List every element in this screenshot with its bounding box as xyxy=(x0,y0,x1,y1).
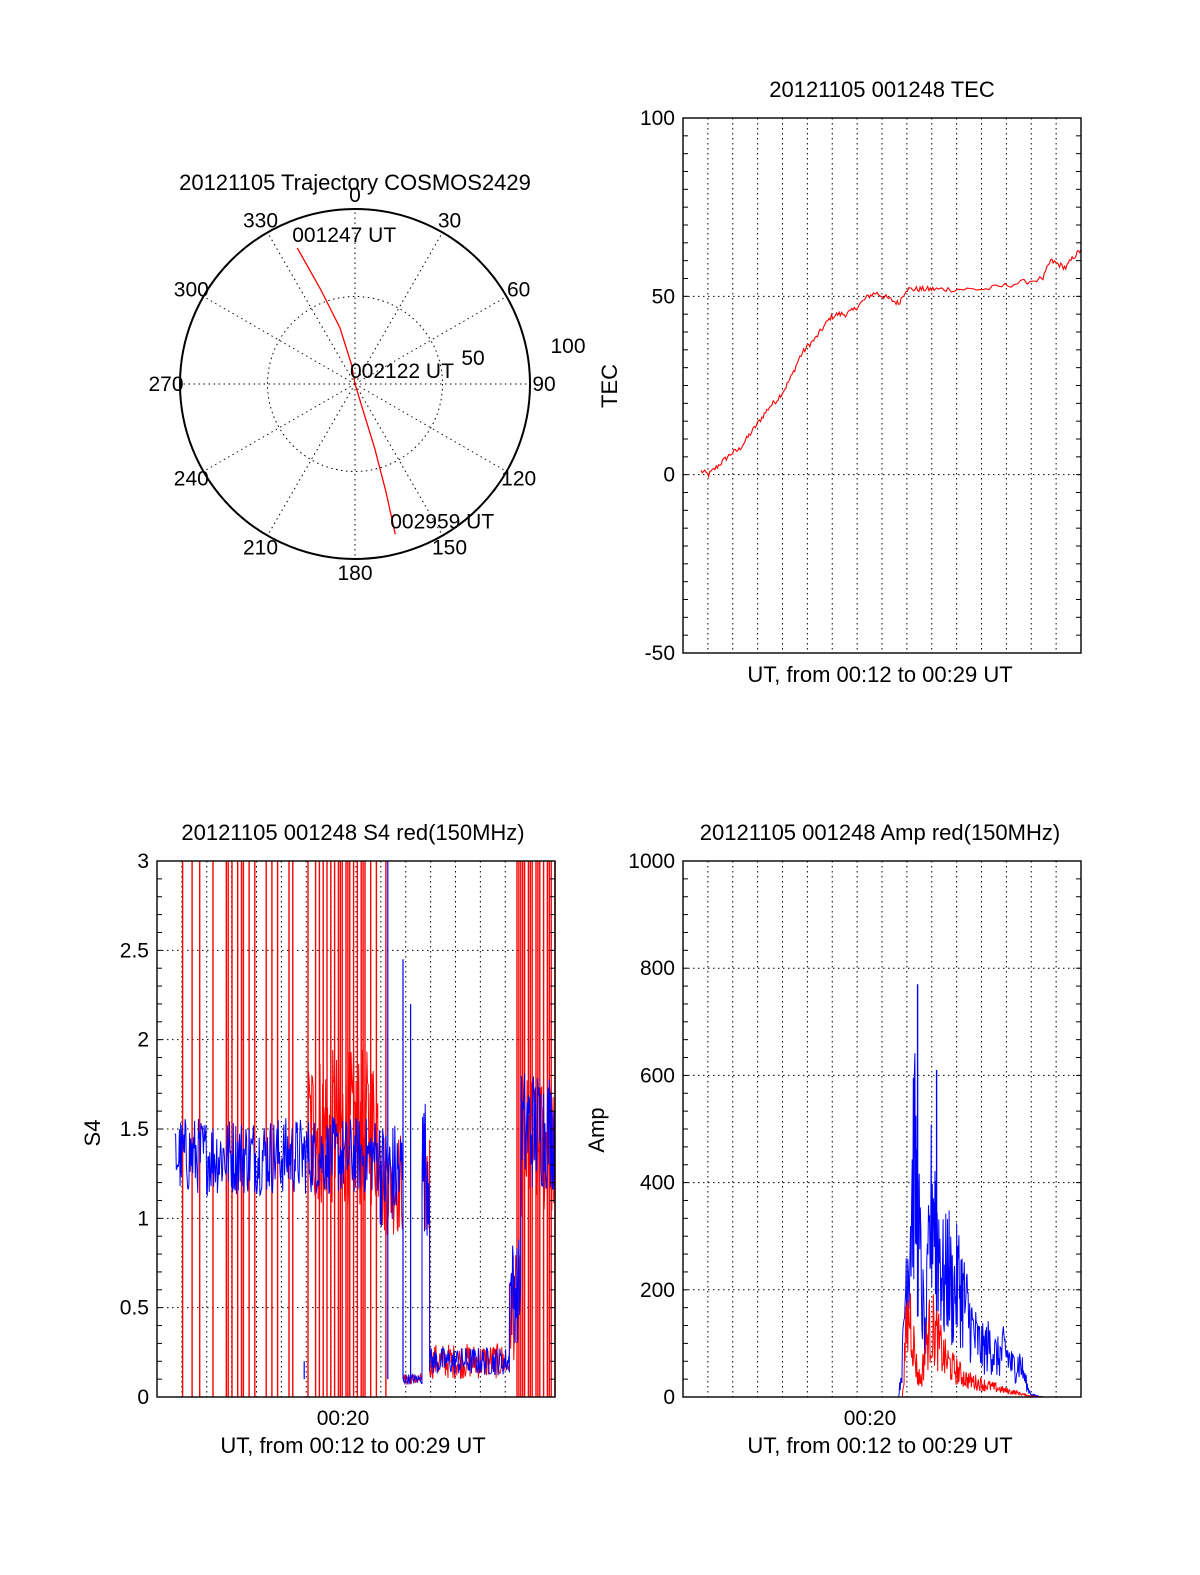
tec-panel: 20121105 001248 TEC 100 50 0 -50 TEC UT, fr… xyxy=(597,77,1082,687)
polar-spoke xyxy=(354,383,443,536)
y-tick-label: -50 xyxy=(645,642,675,665)
y-tick-label: 200 xyxy=(640,1279,675,1302)
tec-series xyxy=(700,249,1082,479)
y-tick-label: 1 xyxy=(137,1207,149,1230)
polar-angle-label: 90 xyxy=(532,373,555,396)
amp-title: 20121105 001248 Amp red(150MHz) xyxy=(700,820,1060,845)
amp-ticks: 1000 800 600 400 200 0 xyxy=(628,850,1081,1409)
y-tick-label: 0.5 xyxy=(120,1297,149,1320)
s4-red-line xyxy=(307,1049,556,1386)
polar-spoke xyxy=(203,383,356,472)
y-tick-label: 600 xyxy=(640,1064,675,1087)
s4-xtick-label: 00:20 xyxy=(317,1407,370,1430)
s4-blue-line xyxy=(174,1073,556,1386)
polar-grid xyxy=(179,208,531,560)
y-tick-label: 0 xyxy=(137,1386,149,1409)
polar-spoke xyxy=(354,383,507,472)
tec-line xyxy=(700,249,1082,479)
s4-ylabel: S4 xyxy=(80,1120,105,1147)
polar-angle-label: 0 xyxy=(349,184,361,207)
s4-ticks: 3 2.5 2 1.5 1 0.5 0 xyxy=(120,850,555,1409)
y-tick-label: 2.5 xyxy=(120,939,149,962)
polar-series: 001247 UT 002122 UT 002959 UT xyxy=(292,224,494,535)
amp-xtick-label: 00:20 xyxy=(844,1407,897,1430)
y-tick-label: 2 xyxy=(137,1029,149,1052)
polar-inner-ring xyxy=(267,296,443,472)
y-tick-label: 50 xyxy=(652,285,675,308)
amp-grid xyxy=(683,861,1081,1397)
trajectory-time-label: 002122 UT xyxy=(350,360,454,383)
polar-angle-label: 270 xyxy=(148,373,183,396)
y-tick-label: 0 xyxy=(663,464,675,487)
trajectory-line xyxy=(296,247,396,535)
tec-grid xyxy=(683,118,1081,653)
tec-ticks: 100 50 0 -50 xyxy=(640,107,1081,665)
polar-angle-label: 330 xyxy=(243,209,278,232)
polar-angle-label: 150 xyxy=(432,537,467,560)
polar-spoke xyxy=(267,383,356,536)
trajectory-time-label: 001247 UT xyxy=(292,224,396,247)
amp-xlabel: UT, from 00:12 to 00:29 UT xyxy=(747,1433,1012,1458)
polar-angle-label: 210 xyxy=(243,537,278,560)
trajectory-time-label: 002959 UT xyxy=(390,510,494,533)
polar-angle-label: 60 xyxy=(507,279,530,302)
polar-spoke xyxy=(267,232,356,385)
y-tick-label: 0 xyxy=(663,1386,675,1409)
y-tick-label: 400 xyxy=(640,1172,675,1195)
y-tick-label: 3 xyxy=(137,850,149,873)
amp-blue-line xyxy=(701,1053,1081,1398)
polar-spoke xyxy=(354,232,443,385)
tec-xlabel: UT, from 00:12 to 00:29 UT xyxy=(747,662,1012,687)
polar-angle-label: 240 xyxy=(174,468,209,491)
trajectory-panel: 20121105 Trajectory COSMOS2429 0 30 60 90 12… xyxy=(148,170,585,585)
polar-angle-label: 30 xyxy=(438,209,461,232)
tec-ylabel: TEC xyxy=(597,364,622,408)
y-tick-label: 1.5 xyxy=(120,1118,149,1141)
polar-spoke xyxy=(354,296,507,385)
polar-outer-ring xyxy=(179,208,531,560)
y-tick-label: 800 xyxy=(640,957,675,980)
y-tick-label: 100 xyxy=(640,107,675,130)
tec-title: 20121105 001248 TEC xyxy=(769,77,995,102)
polar-angle-label: 180 xyxy=(337,562,372,585)
s4-series xyxy=(174,861,556,1397)
polar-labels: 0 30 60 90 120 150 180 210 240 270 300 330 50 100 xyxy=(148,184,585,585)
amp-panel: 20121105 001248 Amp red(150MHz) 1000 800 6… xyxy=(584,820,1082,1458)
polar-radius-label: 50 xyxy=(461,347,484,370)
trajectory-title: 20121105 Trajectory COSMOS2429 xyxy=(179,170,531,195)
polar-angle-label: 120 xyxy=(501,468,536,491)
s4-panel: 20121105 001248 S4 red(150MHz) 3 2.5 2 1.5 1… xyxy=(80,820,556,1458)
y-tick-label: 1000 xyxy=(628,850,675,873)
polar-spoke xyxy=(203,296,356,385)
amp-ylabel: Amp xyxy=(584,1107,609,1152)
s4-xlabel: UT, from 00:12 to 00:29 UT xyxy=(220,1433,485,1458)
polar-radius-label: 100 xyxy=(550,335,585,358)
s4-title: 20121105 001248 S4 red(150MHz) xyxy=(181,820,524,845)
s4-grid xyxy=(157,861,555,1397)
polar-angle-label: 300 xyxy=(174,279,209,302)
